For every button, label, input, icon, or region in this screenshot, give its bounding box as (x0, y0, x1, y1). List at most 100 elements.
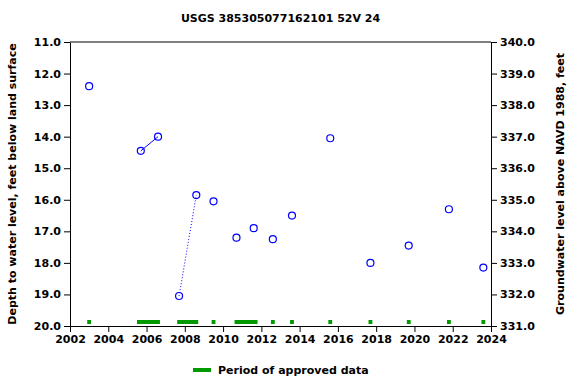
tick: 14.0 (34, 131, 70, 144)
tick: 2004 (93, 326, 124, 346)
tick-label: 13.0 (34, 99, 61, 112)
point (480, 264, 487, 271)
tick-mark (491, 200, 497, 201)
approved-period (177, 320, 198, 324)
tick: 2014 (285, 326, 316, 346)
point (269, 236, 276, 243)
tick: 17.0 (34, 225, 70, 238)
tick-mark (491, 137, 497, 138)
tick: 12.0 (34, 68, 70, 81)
x-axis: 2002 2004 2006 2008 2010 2012 2014 2016 2018 2020… (55, 326, 507, 346)
tick: 338.0 (491, 99, 535, 112)
point (445, 206, 452, 213)
tick: 2020 (400, 326, 431, 346)
point (327, 135, 334, 142)
approved-period (447, 320, 451, 324)
tick: 332.0 (491, 288, 535, 301)
tick-label: 20.0 (34, 320, 61, 333)
approved-period (235, 320, 258, 324)
plot-area (86, 83, 487, 324)
tick: 2022 (438, 326, 469, 346)
approved-period (87, 320, 91, 324)
y2-axis: 340.0 339.0 338.0 337.0 336.0 335.0 334.0 333.0… (491, 36, 535, 333)
tick-label: 332.0 (500, 288, 535, 301)
tick: 13.0 (34, 99, 70, 112)
tick-label: 2022 (438, 333, 469, 346)
tick: 19.0 (34, 288, 70, 301)
y2-axis-title: Groundwater level above NAVD 1988, feet (554, 53, 567, 315)
tick-label: 2002 (55, 333, 86, 346)
tick-label: 2012 (247, 333, 278, 346)
tick-mark (64, 168, 70, 169)
tick: 339.0 (491, 68, 535, 81)
tick-label: 331.0 (500, 320, 535, 333)
approved-period (328, 320, 332, 324)
tick-label: 2020 (400, 333, 431, 346)
tick: 2016 (323, 326, 354, 346)
tick-label: 338.0 (500, 99, 535, 112)
tick-mark (223, 326, 224, 332)
tick: 18.0 (34, 257, 70, 270)
y-axis-title: Depth to water level, feet below land su… (6, 43, 19, 324)
tick-label: 19.0 (34, 288, 61, 301)
tick-mark (300, 326, 301, 332)
tick-mark (491, 231, 497, 232)
tick-mark (491, 294, 497, 295)
tick-label: 18.0 (34, 257, 61, 270)
tick-mark (376, 326, 377, 332)
tick-mark (491, 168, 497, 169)
point (367, 259, 374, 266)
tick-label: 11.0 (34, 36, 61, 49)
tick-label: 2024 (476, 333, 507, 346)
tick-label: 339.0 (500, 68, 535, 81)
tick: 11.0 (34, 36, 70, 49)
approved-period (481, 320, 485, 324)
axis-line (71, 326, 492, 327)
tick-label: 2016 (323, 333, 354, 346)
tick-label: 2010 (208, 333, 239, 346)
point (288, 212, 295, 219)
tick-mark (491, 105, 497, 106)
y-axis: 11.0 12.0 13.0 14.0 15.0 16.0 17.0 18.0 19.0 20.0 (34, 36, 71, 333)
tick-mark (261, 326, 262, 332)
tick: 2018 (361, 326, 392, 346)
tick: 336.0 (491, 162, 535, 175)
point (86, 83, 93, 90)
approved-period (212, 320, 216, 324)
tick-mark (147, 326, 148, 332)
tick-label: 337.0 (500, 131, 535, 144)
tick-label: 333.0 (500, 257, 535, 270)
tick: 334.0 (491, 225, 535, 238)
tick-label: 2004 (93, 333, 124, 346)
tick-mark (64, 42, 70, 43)
tick: 331.0 (491, 320, 535, 333)
tick-mark (64, 137, 70, 138)
tick-mark (64, 294, 70, 295)
tick-label: 15.0 (34, 162, 61, 175)
legend-swatch (193, 368, 211, 372)
tick-label: 340.0 (500, 36, 535, 49)
tick: 335.0 (491, 194, 535, 207)
tick-mark (491, 74, 497, 75)
tick-label: 2006 (132, 333, 163, 346)
tick-mark (64, 263, 70, 264)
tick-label: 2008 (170, 333, 201, 346)
tick-mark (64, 200, 70, 201)
tick: 16.0 (34, 194, 70, 207)
tick-label: 16.0 (34, 194, 61, 207)
tick: 2008 (170, 326, 201, 346)
chart: USGS 385305077162101 52V 242002200420062… (0, 0, 576, 384)
approved-period (407, 320, 411, 324)
tick-mark (338, 326, 339, 332)
tick-mark (64, 231, 70, 232)
approved-period (137, 320, 160, 324)
tick-label: 2014 (285, 333, 316, 346)
tick: 2012 (247, 326, 278, 346)
tick: 340.0 (491, 36, 535, 49)
axis-line (491, 43, 492, 327)
tick: 2006 (132, 326, 163, 346)
legend-label: Period of approved data (218, 364, 369, 377)
tick-mark (185, 326, 186, 332)
tick-mark (491, 326, 497, 327)
tick-label: 17.0 (34, 225, 61, 238)
